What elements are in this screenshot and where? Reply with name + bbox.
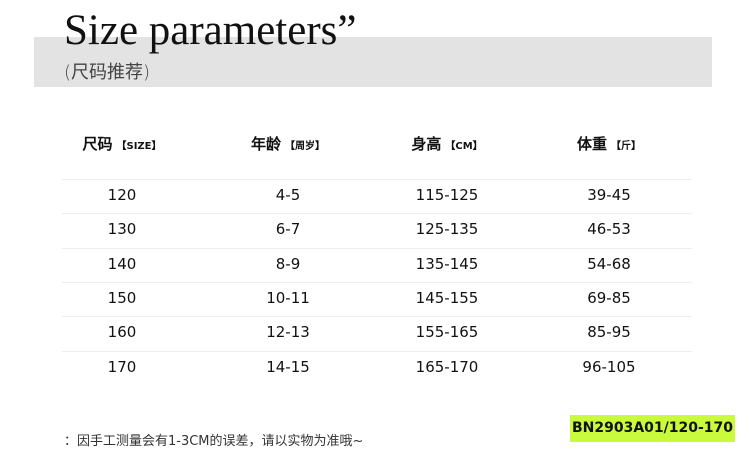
table-cell: 165-170 <box>415 357 479 376</box>
row-divider <box>62 213 692 215</box>
header-label: 体重 <box>576 135 608 153</box>
column-header: 身高 【CM】 <box>411 133 482 154</box>
table-cell: 130 <box>107 220 137 239</box>
table-cell: 115-125 <box>415 186 479 204</box>
table-cell: 170 <box>107 357 137 376</box>
table-cell: 135-145 <box>415 254 479 273</box>
header-unit: 【SIZE】 <box>116 141 162 152</box>
product-code-badge: BN2903A01/120-170 <box>570 415 735 442</box>
table-cell: 10-11 <box>266 288 310 307</box>
header-label: 身高 <box>411 135 442 153</box>
table-cell: 120 <box>107 186 137 204</box>
column-header: 年龄 【周岁】 <box>251 133 325 154</box>
row-divider <box>62 316 692 318</box>
row-divider <box>62 247 692 249</box>
table-cell: 12-13 <box>266 323 310 342</box>
page-title: Size parameters” <box>64 7 357 54</box>
header-unit: 【周岁】 <box>285 141 326 152</box>
measurement-note: ：因手工测量会有1-3CM的误差，请以实物为准哦~ <box>64 434 364 449</box>
table-cell: 140 <box>107 254 137 273</box>
table-cell: 4-5 <box>275 186 301 204</box>
table-cell: 96-105 <box>582 357 636 376</box>
table-cell: 145-155 <box>415 288 479 307</box>
title-band <box>34 37 712 87</box>
table-cell: 69-85 <box>587 288 631 307</box>
table-cell: 6-7 <box>275 220 301 239</box>
table-cell: 150 <box>107 288 137 307</box>
table-cell: 125-135 <box>415 220 479 239</box>
row-divider <box>62 281 692 283</box>
table-cell: 54-68 <box>587 254 631 273</box>
column-header: 体重 【斤】 <box>577 133 641 154</box>
header-unit: 【斤】 <box>611 141 642 152</box>
header-label: 尺码 <box>82 135 113 153</box>
table-cell: 155-165 <box>415 323 479 342</box>
table-cell: 8-9 <box>275 254 301 273</box>
table-cell: 46-53 <box>587 220 631 239</box>
table-cell: 160 <box>107 323 137 342</box>
header-unit: 【CM】 <box>445 141 483 152</box>
table-cell: 85-95 <box>587 323 631 342</box>
row-divider <box>62 179 692 180</box>
column-header: 尺码 【SIZE】 <box>82 133 161 154</box>
table-cell: 39-45 <box>587 186 631 204</box>
page-subtitle: (尺码推荐) <box>64 62 151 83</box>
header-label: 年龄 <box>250 135 282 153</box>
table-cell: 14-15 <box>266 357 310 376</box>
row-divider <box>62 350 692 352</box>
